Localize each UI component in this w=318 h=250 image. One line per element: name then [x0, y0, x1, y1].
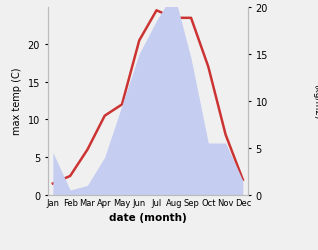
Y-axis label: max temp (C): max temp (C)	[12, 68, 22, 135]
X-axis label: date (month): date (month)	[109, 212, 187, 222]
Y-axis label: med. precipitation
(kg/m2): med. precipitation (kg/m2)	[313, 60, 318, 143]
